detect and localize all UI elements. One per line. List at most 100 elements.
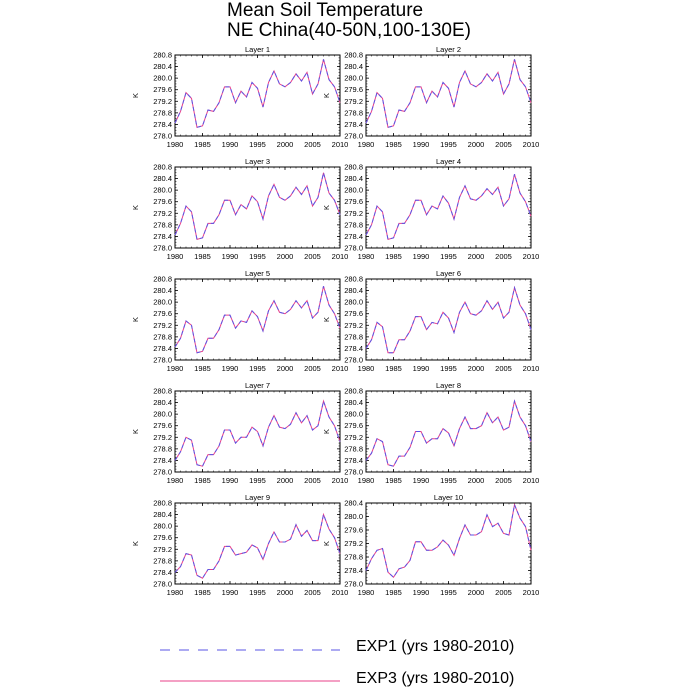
x-tick-label: 2005	[495, 140, 512, 149]
y-tick-label: 278.4	[344, 344, 363, 353]
y-tick-label: 278.0	[344, 132, 363, 141]
y-tick-label: 278.4	[344, 566, 363, 575]
x-tick-label: 1995	[440, 140, 457, 149]
x-tick-label: 1985	[194, 252, 211, 261]
panel-layer-1: Layer 1 K 278.0 278.4 278.8 279.2 279.6 280.0 28…	[131, 45, 348, 149]
x-tick-label: 1985	[194, 140, 211, 149]
x-tick-label: 1995	[249, 476, 266, 485]
x-tick-label: 2010	[332, 140, 349, 149]
y-tick-label: 280.4	[153, 286, 172, 295]
x-tick-label: 2000	[468, 252, 485, 261]
series-exp1-layer-7	[174, 399, 341, 467]
x-tick-label: 1980	[167, 364, 184, 373]
panel-title-layer-1: Layer 1	[245, 45, 270, 54]
y-tick-label: 280.0	[344, 186, 363, 195]
y-tick-label: 280.8	[153, 275, 172, 284]
x-tick-label: 1990	[413, 476, 430, 485]
y-tick-label: 279.2	[344, 321, 363, 330]
y-tick-label: 278.0	[153, 580, 172, 589]
y-tick-label: 279.2	[153, 97, 172, 106]
x-tick-label: 1995	[440, 364, 457, 373]
y-tick-label: 278.4	[344, 120, 363, 129]
x-tick-label: 2005	[495, 476, 512, 485]
y-tick-label: 279.6	[153, 197, 172, 206]
y-tick-label: 280.0	[344, 512, 363, 521]
y-axis-label-layer-2: K	[322, 93, 331, 98]
y-tick-label: 280.4	[344, 62, 363, 71]
y-tick-label: 280.0	[153, 410, 172, 419]
x-tick-label: 1995	[249, 364, 266, 373]
x-tick-label: 2010	[332, 252, 349, 261]
y-tick-label: 278.4	[153, 232, 172, 241]
series-exp3-layer-5	[174, 286, 341, 354]
y-axis-label-layer-8: K	[322, 429, 331, 434]
x-tick-label: 2000	[468, 364, 485, 373]
y-axis-label-layer-10: K	[322, 541, 331, 546]
y-tick-label: 280.0	[344, 410, 363, 419]
y-tick-label: 280.8	[344, 163, 363, 172]
x-tick-label: 2005	[304, 364, 321, 373]
y-tick-label: 278.4	[153, 568, 172, 577]
x-tick-label: 1980	[358, 364, 375, 373]
y-tick-label: 279.2	[153, 209, 172, 218]
y-axis-label-layer-1: K	[131, 93, 140, 98]
y-tick-label: 279.2	[153, 545, 172, 554]
y-tick-label: 278.0	[153, 468, 172, 477]
x-tick-label: 1985	[194, 476, 211, 485]
series-exp1-layer-3	[174, 172, 341, 240]
y-tick-label: 278.4	[153, 456, 172, 465]
y-tick-label: 279.2	[153, 321, 172, 330]
y-tick-label: 278.8	[344, 553, 363, 562]
series-exp3-layer-2	[365, 59, 532, 128]
x-tick-label: 1990	[222, 476, 239, 485]
plot-frame-layer-9	[174, 502, 341, 585]
series-exp1-layer-9	[174, 512, 341, 579]
y-tick-label: 279.6	[344, 526, 363, 535]
series-exp3-layer-9	[174, 512, 341, 579]
y-tick-label: 280.8	[344, 387, 363, 396]
y-tick-label: 279.2	[344, 433, 363, 442]
x-tick-label: 2005	[304, 476, 321, 485]
x-tick-label: 2005	[495, 364, 512, 373]
y-tick-label: 280.8	[344, 51, 363, 60]
y-tick-label: 278.8	[153, 444, 172, 453]
y-tick-label: 280.4	[344, 174, 363, 183]
panel-title-layer-4: Layer 4	[436, 157, 461, 166]
x-tick-label: 1995	[440, 252, 457, 261]
y-tick-label: 279.6	[153, 309, 172, 318]
plot-frame-layer-10	[365, 502, 532, 585]
series-exp3-layer-7	[174, 399, 341, 467]
x-tick-label: 1990	[222, 364, 239, 373]
panel-layer-3: Layer 3 K 278.0 278.4 278.8 279.2 279.6 280.0 28…	[131, 157, 348, 261]
x-tick-label: 2010	[523, 476, 540, 485]
x-tick-label: 1990	[222, 588, 239, 597]
y-tick-label: 278.4	[153, 120, 172, 129]
y-tick-label: 278.8	[344, 444, 363, 453]
plot-frame-layer-1	[174, 54, 341, 137]
y-tick-label: 278.8	[153, 220, 172, 229]
x-tick-label: 1980	[167, 140, 184, 149]
panel-title-layer-10: Layer 10	[434, 493, 463, 502]
y-tick-label: 278.0	[153, 356, 172, 365]
y-tick-label: 278.4	[344, 232, 363, 241]
x-tick-label: 2010	[332, 588, 349, 597]
y-axis-label-layer-7: K	[131, 429, 140, 434]
plot-frame-layer-8	[365, 390, 532, 473]
y-tick-label: 280.0	[344, 74, 363, 83]
x-tick-label: 2010	[332, 364, 349, 373]
x-tick-label: 1980	[358, 252, 375, 261]
x-tick-label: 2000	[468, 476, 485, 485]
y-tick-label: 280.0	[153, 522, 172, 531]
x-tick-label: 1980	[167, 476, 184, 485]
y-tick-label: 280.4	[153, 398, 172, 407]
plot-frame-layer-3	[174, 166, 341, 249]
y-axis-label-layer-4: K	[322, 205, 331, 210]
x-tick-label: 1980	[358, 476, 375, 485]
y-tick-label: 280.8	[153, 387, 172, 396]
panel-title-layer-3: Layer 3	[245, 157, 270, 166]
plot-frame-layer-6	[365, 278, 532, 361]
x-tick-label: 2000	[277, 476, 294, 485]
y-tick-label: 279.6	[344, 309, 363, 318]
panel-title-layer-6: Layer 6	[436, 269, 461, 278]
y-tick-label: 280.8	[344, 275, 363, 284]
